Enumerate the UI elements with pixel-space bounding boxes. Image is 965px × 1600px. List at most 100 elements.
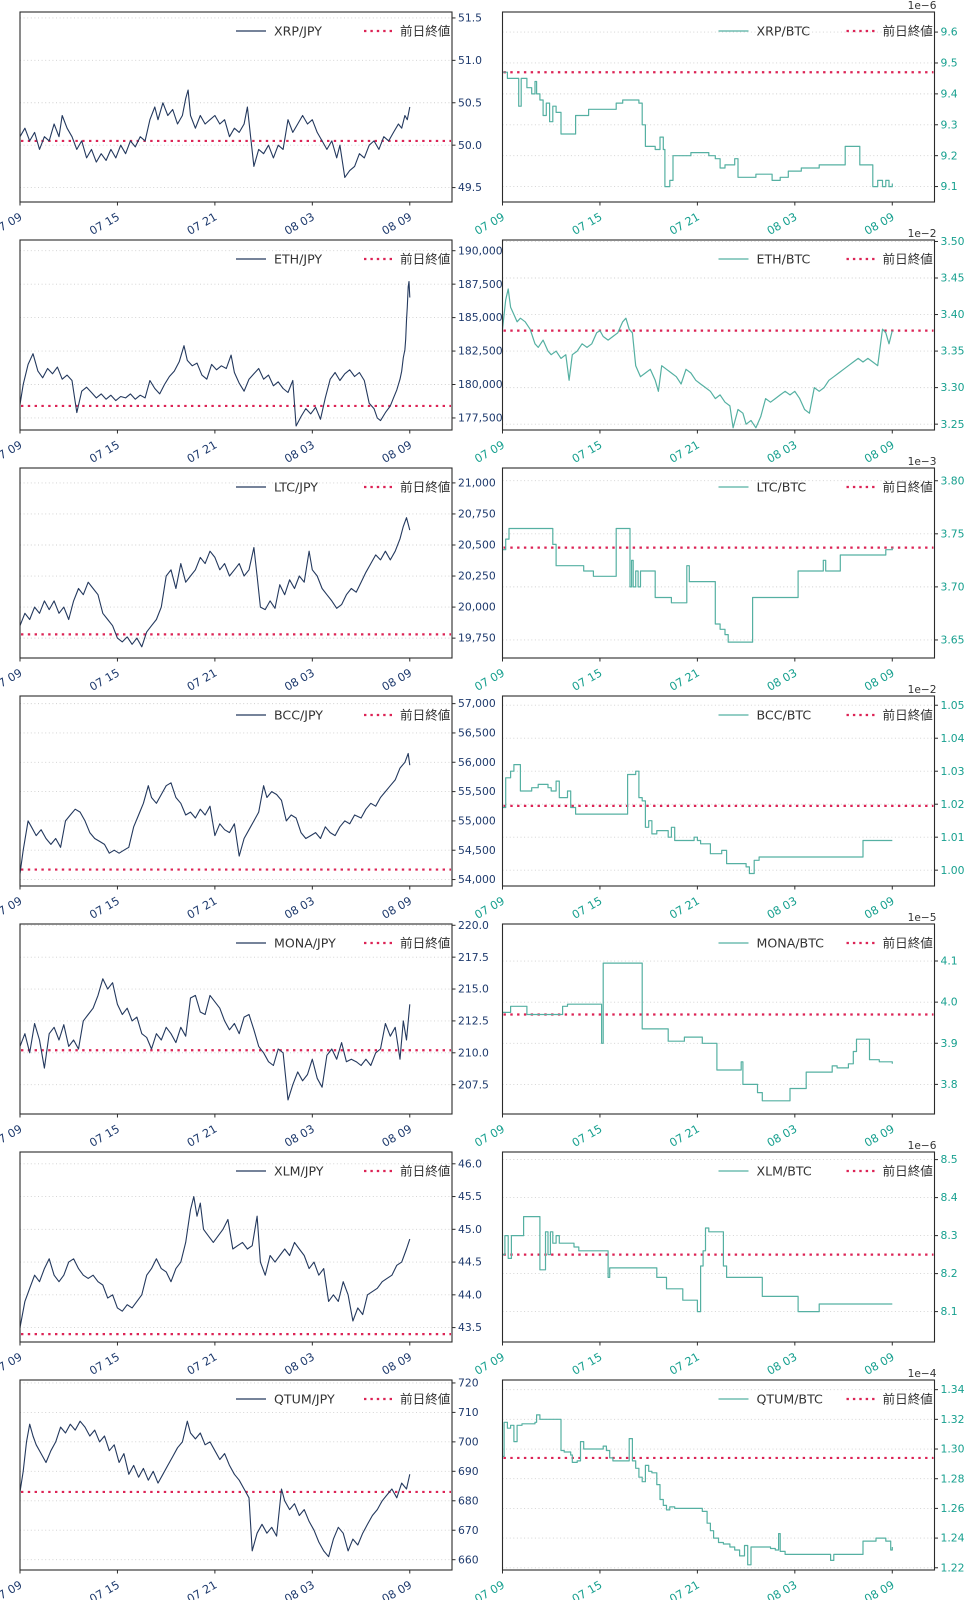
scale-offset-label: 1e−3	[908, 456, 937, 468]
legend-prevclose-label: 前日終値	[400, 1163, 451, 1178]
series-line	[502, 71, 893, 188]
y-tick-label: 1.26	[941, 1502, 965, 1515]
y-tick-label: 45.0	[458, 1223, 482, 1236]
y-tick-label: 190,000	[458, 244, 503, 257]
y-tick-label: 700	[458, 1435, 479, 1448]
x-tick-label: 07 15	[570, 1578, 605, 1600]
chart-panel-eth-jpy: 177,500 180,000 182,500 185,000 187,500 190,0…	[0, 230, 503, 466]
chart-panel-xrp-btc: 9.1 9.2 9.3 9.4 9.5 9.6 07 09 07 15 07 21 08 03 08…	[472, 0, 965, 238]
x-tick-label: 08 03	[282, 1578, 317, 1600]
y-tick-label: 187,500	[458, 278, 503, 291]
x-tick-label: 07 21	[667, 1578, 702, 1600]
y-tick-label: 680	[458, 1494, 479, 1507]
x-tick-label: 08 09	[862, 1578, 897, 1600]
y-tick-label: 710	[458, 1406, 479, 1419]
scale-offset-label: 1e−5	[908, 912, 937, 924]
y-tick-label: 19,750	[458, 632, 496, 645]
y-tick-label: 1.04	[941, 732, 965, 745]
legend-prevclose-label: 前日終値	[883, 1391, 934, 1406]
y-tick-label: 50.0	[458, 139, 482, 152]
scale-offset-label: 1e−6	[908, 1140, 937, 1152]
scale-offset-label: 1e−6	[908, 0, 937, 12]
legend-prevclose-label: 前日終値	[883, 707, 934, 722]
y-tick-label: 51.0	[458, 54, 482, 67]
y-tick-label: 56,500	[458, 727, 496, 740]
y-tick-label: 20,000	[458, 601, 496, 614]
legend-series-label: BCC/BTC	[757, 707, 812, 722]
chart-svg: 3.83.94.04.107 09 07 15 07 21 08 03 08 09MON…	[472, 912, 958, 1150]
y-tick-label: 9.6	[941, 26, 958, 39]
y-tick-label: 9.1	[941, 180, 958, 193]
chart-panel-xrp-jpy: 49.5 50.0 50.5 51.0 51.5 07 09 07 15 07 21 08 03…	[0, 2, 482, 238]
y-tick-label: 185,000	[458, 311, 503, 324]
y-tick-label: 4.1	[941, 955, 958, 968]
chart-panel-bcc-jpy: 54,000 54,500 55,000 55,500 56,000 56,500 57,0…	[0, 686, 496, 922]
y-tick-label: 1.32	[941, 1413, 965, 1426]
plot-border	[19, 1379, 453, 1571]
plot-border	[501, 695, 936, 887]
y-tick-label: 177,500	[458, 412, 503, 425]
y-tick-label: 20,500	[458, 539, 496, 552]
y-tick-label: 46.0	[458, 1157, 482, 1170]
y-tick-label: 3.65	[941, 634, 965, 647]
legend-prevclose-label: 前日終値	[883, 479, 934, 494]
plot-border	[501, 11, 936, 203]
chart-panel-ltc-btc: 3.65 3.70 3.75 3.80 07 09 07 15 07 21 08 03 08 0…	[472, 456, 965, 694]
chart-svg: 660 670 680 690 700 710 720 07 09 07 15 07 21 08 0…	[0, 1377, 479, 1600]
plot-border	[19, 695, 453, 887]
y-tick-label: 51.5	[458, 12, 482, 25]
y-tick-label: 54,500	[458, 844, 496, 857]
y-tick-label: 8.5	[941, 1153, 958, 1166]
y-tick-label: 207.5	[458, 1078, 489, 1091]
y-tick-label: 3.70	[941, 580, 965, 593]
y-tick-label: 3.25	[941, 418, 965, 431]
scale-offset-label: 1e−2	[908, 228, 937, 240]
y-tick-label: 3.8	[941, 1078, 958, 1091]
series-line	[19, 517, 411, 648]
legend-series-label: QTUM/BTC	[757, 1391, 824, 1406]
series-line	[501, 288, 893, 429]
chart-panel-qtum-jpy: 660 670 680 690 700 710 720 07 09 07 15 07 21 08 0…	[0, 1370, 482, 1600]
y-tick-label: 8.1	[941, 1305, 958, 1318]
legend-series-label: XLM/BTC	[757, 1163, 812, 1178]
chart-panel-eth-btc: 3.25 3.30 3.35 3.40 3.45 3.50 07 09 07 15 07 21 0…	[472, 228, 965, 466]
legend-prevclose-label: 前日終値	[883, 1163, 934, 1178]
y-tick-label: 8.4	[941, 1191, 958, 1204]
chart-svg: 8.18.28.38.48.507 09 07 15 07 21 08 03 08 09…	[472, 1140, 958, 1378]
y-tick-label: 9.3	[941, 118, 958, 131]
plot-border	[19, 11, 453, 203]
y-tick-label: 1.00	[941, 864, 965, 877]
chart-svg: 177,500 180,000 182,500 185,000 187,500 190,0…	[0, 239, 503, 466]
y-tick-label: 3.75	[941, 527, 965, 540]
legend-series-label: ETH/JPY	[274, 251, 322, 266]
y-tick-label: 8.3	[941, 1229, 958, 1242]
legend-series-label: LTC/BTC	[757, 479, 807, 494]
series-line	[19, 1196, 411, 1328]
y-tick-label: 1.24	[941, 1532, 965, 1545]
y-tick-label: 217.5	[458, 951, 489, 964]
legend-prevclose-label: 前日終値	[883, 935, 934, 950]
plot-border	[501, 239, 936, 431]
y-tick-label: 210.0	[458, 1046, 489, 1059]
y-tick-label: 45.5	[458, 1190, 482, 1203]
plot-border	[501, 923, 936, 1115]
y-tick-label: 3.45	[941, 272, 965, 285]
y-tick-label: 212.5	[458, 1015, 489, 1028]
y-tick-label: 180,000	[458, 378, 503, 391]
chart-panel-xlm-jpy: 43.5 44.0 44.5 45.0 45.5 46.0 07 09 07 15 07 21 0…	[0, 1142, 482, 1378]
legend-prevclose-label: 前日終値	[883, 23, 934, 38]
chart-svg: 43.544.044.545.045.546.007 09 07 15 07 21 0…	[0, 1151, 482, 1378]
y-tick-label: 9.2	[941, 149, 958, 162]
plot-border	[19, 239, 453, 431]
series-line	[502, 1414, 893, 1566]
chart-panel-xlm-btc: 8.1 8.2 8.3 8.4 8.5 07 09 07 15 07 21 08 03 08 09…	[472, 1140, 965, 1378]
y-tick-label: 660	[458, 1553, 479, 1566]
scale-offset-label: 1e−4	[908, 1368, 937, 1380]
y-tick-label: 215.0	[458, 983, 489, 996]
series-line	[502, 763, 893, 875]
